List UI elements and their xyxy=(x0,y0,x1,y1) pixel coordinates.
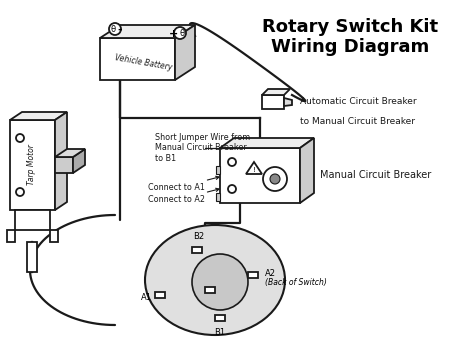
Polygon shape xyxy=(27,242,37,272)
Circle shape xyxy=(270,174,280,184)
Text: B1: B1 xyxy=(214,328,226,337)
Circle shape xyxy=(174,27,186,39)
Polygon shape xyxy=(246,162,262,174)
Polygon shape xyxy=(220,148,300,203)
Text: Connect to A1: Connect to A1 xyxy=(148,176,219,193)
Bar xyxy=(248,272,258,278)
Text: Short Jumper Wire from
Manual Circuit Breaker
to B1: Short Jumper Wire from Manual Circuit Br… xyxy=(155,133,250,163)
Circle shape xyxy=(192,254,248,310)
Text: Rotary Switch Kit: Rotary Switch Kit xyxy=(262,18,438,36)
Polygon shape xyxy=(100,25,195,38)
Polygon shape xyxy=(10,120,55,210)
Text: θ: θ xyxy=(180,29,184,38)
Polygon shape xyxy=(262,89,290,95)
Text: Vehicle Battery: Vehicle Battery xyxy=(114,54,173,72)
Polygon shape xyxy=(262,95,284,109)
Polygon shape xyxy=(220,138,314,148)
Text: Automatic Circuit Breaker: Automatic Circuit Breaker xyxy=(300,98,417,106)
Text: Wiring Diagram: Wiring Diagram xyxy=(271,38,429,56)
Polygon shape xyxy=(284,98,292,106)
Polygon shape xyxy=(15,210,50,230)
Polygon shape xyxy=(55,149,85,157)
Text: A2: A2 xyxy=(265,268,276,278)
Polygon shape xyxy=(216,166,220,174)
Polygon shape xyxy=(216,193,220,201)
Ellipse shape xyxy=(145,225,285,335)
Polygon shape xyxy=(73,149,85,173)
Bar xyxy=(205,287,215,293)
Text: θ: θ xyxy=(110,26,116,35)
Text: Connect to A2: Connect to A2 xyxy=(148,188,219,204)
Text: !: ! xyxy=(253,167,255,173)
Polygon shape xyxy=(300,138,314,203)
Text: Manual Circuit Breaker: Manual Circuit Breaker xyxy=(320,170,431,180)
Bar xyxy=(215,315,225,321)
Bar xyxy=(192,247,202,253)
Bar xyxy=(155,292,165,298)
Text: (Back of Switch): (Back of Switch) xyxy=(265,279,327,287)
Text: +: + xyxy=(169,29,179,39)
Polygon shape xyxy=(100,38,175,80)
Text: -: - xyxy=(118,25,122,35)
Text: A1: A1 xyxy=(141,293,152,301)
Circle shape xyxy=(109,23,121,35)
Circle shape xyxy=(263,167,287,191)
Polygon shape xyxy=(175,25,195,80)
Text: to Manual Circuit Breaker: to Manual Circuit Breaker xyxy=(300,117,415,126)
Polygon shape xyxy=(7,230,15,242)
Polygon shape xyxy=(55,112,67,210)
Polygon shape xyxy=(50,230,58,242)
Polygon shape xyxy=(55,157,73,173)
Text: Tarp Motor: Tarp Motor xyxy=(27,145,36,186)
Polygon shape xyxy=(10,112,67,120)
Text: B2: B2 xyxy=(193,232,205,241)
